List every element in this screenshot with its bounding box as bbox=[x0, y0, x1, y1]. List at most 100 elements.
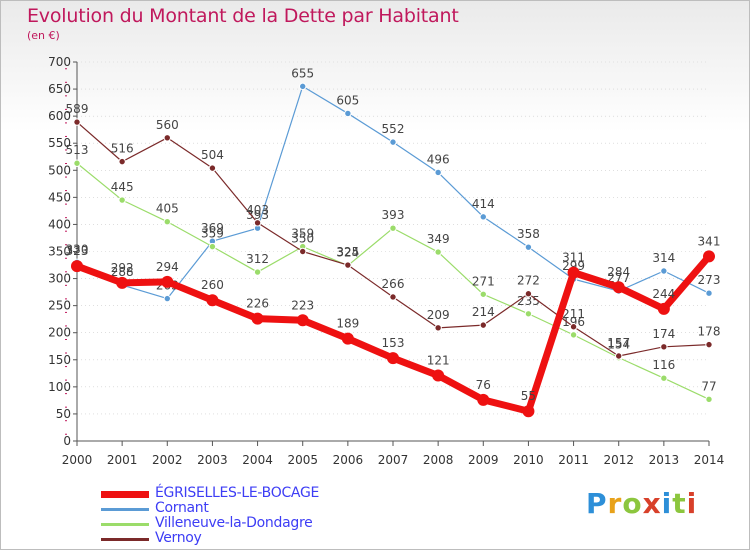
data-point-vernoy bbox=[615, 352, 623, 360]
data-label-villeneuve-la-dondagre: 405 bbox=[156, 202, 179, 216]
data-label-griselles-le-bocage: 153 bbox=[382, 336, 405, 350]
y-tick-label: 200 bbox=[48, 326, 71, 340]
legend-swatch-egriselles bbox=[101, 491, 149, 498]
data-point-griselles-le-bocage bbox=[522, 405, 535, 418]
data-label-villeneuve-la-dondagre: 513 bbox=[66, 143, 89, 157]
legend-label-cornant: Cornant bbox=[155, 500, 209, 516]
data-label-cornant: 496 bbox=[427, 152, 450, 166]
data-point-griselles-le-bocage bbox=[387, 352, 399, 365]
data-label-villeneuve-la-dondagre: 116 bbox=[652, 358, 675, 372]
x-tick-label: 2006 bbox=[333, 453, 364, 467]
x-tick-label: 2013 bbox=[649, 453, 680, 467]
data-point-vernoy bbox=[434, 324, 442, 332]
y-tick-label: 150 bbox=[48, 353, 71, 367]
y-tick-label: 700 bbox=[48, 55, 71, 69]
data-label-vernoy: 272 bbox=[517, 274, 540, 288]
y-tick-label: 100 bbox=[48, 380, 71, 394]
data-point-villeneuve-la-dondagre bbox=[73, 159, 81, 167]
data-point-vernoy bbox=[569, 323, 578, 331]
x-tick-label: 2011 bbox=[558, 453, 589, 467]
data-point-griselles-le-bocage bbox=[477, 393, 490, 406]
data-label-villeneuve-la-dondagre: 271 bbox=[472, 274, 495, 288]
y-tick-label: 650 bbox=[48, 82, 71, 96]
data-point-griselles-le-bocage bbox=[432, 369, 445, 382]
data-point-cornant bbox=[434, 168, 442, 177]
data-point-vernoy bbox=[389, 293, 397, 301]
series-line-vernoy bbox=[76, 121, 710, 357]
data-point-griselles-le-bocage bbox=[161, 275, 174, 288]
y-tick-label: 50 bbox=[56, 407, 71, 421]
data-point-vernoy bbox=[118, 157, 126, 166]
data-label-cornant: 314 bbox=[652, 251, 675, 265]
x-tick-label: 2002 bbox=[152, 453, 183, 467]
data-label-vernoy: 325 bbox=[336, 245, 359, 259]
data-label-cornant: 277 bbox=[607, 271, 630, 285]
y-tick-label: 500 bbox=[48, 163, 71, 177]
x-tick-label: 2012 bbox=[603, 453, 634, 467]
data-point-vernoy bbox=[705, 340, 713, 349]
data-label-cornant: 330 bbox=[66, 242, 89, 256]
data-label-vernoy: 403 bbox=[246, 203, 269, 217]
data-point-griselles-le-bocage bbox=[612, 281, 625, 294]
y-tick-label: 300 bbox=[48, 272, 71, 286]
data-point-vernoy bbox=[479, 321, 487, 329]
data-label-vernoy: 516 bbox=[111, 142, 134, 156]
data-label-cornant: 273 bbox=[698, 273, 721, 287]
data-point-cornant bbox=[344, 109, 352, 118]
data-point-griselles-le-bocage bbox=[567, 266, 580, 279]
data-point-cornant bbox=[479, 213, 487, 221]
x-tick-label: 2003 bbox=[197, 453, 228, 467]
data-label-griselles-le-bocage: 341 bbox=[698, 234, 721, 248]
data-point-griselles-le-bocage bbox=[341, 332, 354, 345]
data-label-vernoy: 174 bbox=[652, 327, 675, 341]
x-tick-label: 2008 bbox=[423, 453, 454, 467]
y-tick-label: 450 bbox=[48, 190, 71, 204]
x-tick-label: 2007 bbox=[378, 453, 409, 467]
data-point-cornant bbox=[299, 82, 307, 91]
legend-label-egriselles: ÉGRISELLES-LE-BOCAGE bbox=[155, 485, 320, 501]
chart-title: Evolution du Montant de la Dette par Hab… bbox=[27, 5, 459, 27]
data-point-vernoy bbox=[299, 247, 307, 256]
data-point-cornant bbox=[389, 138, 397, 146]
data-label-griselles-le-bocage: 121 bbox=[427, 353, 450, 367]
data-label-vernoy: 589 bbox=[66, 102, 89, 116]
x-tick-label: 2010 bbox=[513, 453, 544, 467]
data-label-cornant: 605 bbox=[336, 93, 359, 107]
legend-label-villeneuve: Villeneuve-la-Dondagre bbox=[155, 515, 313, 531]
legend-swatch-villeneuve bbox=[101, 523, 149, 526]
legend-label-vernoy: Vernoy bbox=[155, 530, 202, 546]
data-label-griselles-le-bocage: 244 bbox=[652, 287, 675, 301]
data-label-griselles-le-bocage: 284 bbox=[607, 265, 630, 279]
data-point-villeneuve-la-dondagre bbox=[660, 374, 668, 382]
data-point-cornant bbox=[524, 243, 533, 251]
data-point-vernoy bbox=[524, 290, 533, 298]
x-tick-label: 2009 bbox=[468, 453, 499, 467]
data-point-villeneuve-la-dondagre bbox=[163, 218, 171, 226]
data-point-cornant bbox=[705, 289, 713, 297]
data-label-vernoy: 504 bbox=[201, 148, 224, 162]
y-tick-label: 250 bbox=[48, 299, 71, 313]
data-point-villeneuve-la-dondagre bbox=[524, 310, 533, 318]
data-point-griselles-le-bocage bbox=[296, 314, 309, 327]
data-point-villeneuve-la-dondagre bbox=[434, 248, 442, 256]
data-label-villeneuve-la-dondagre: 154 bbox=[607, 338, 630, 352]
x-tick-label: 2014 bbox=[694, 453, 725, 467]
data-label-vernoy: 560 bbox=[156, 118, 179, 132]
data-point-griselles-le-bocage bbox=[657, 302, 670, 315]
data-label-cornant: 393 bbox=[246, 208, 269, 222]
data-point-cornant bbox=[163, 294, 171, 303]
chart-unit: (en €) bbox=[27, 29, 60, 42]
data-label-villeneuve-la-dondagre: 196 bbox=[562, 315, 585, 329]
proxiti-logo: Proxiti bbox=[586, 487, 698, 520]
data-label-cornant: 552 bbox=[382, 122, 405, 136]
y-tick-label: 400 bbox=[48, 217, 71, 231]
data-label-villeneuve-la-dondagre: 77 bbox=[701, 379, 716, 393]
data-label-griselles-le-bocage: 223 bbox=[291, 298, 314, 312]
data-point-griselles-le-bocage bbox=[206, 294, 219, 307]
data-label-griselles-le-bocage: 292 bbox=[111, 261, 134, 275]
data-label-villeneuve-la-dondagre: 393 bbox=[382, 208, 405, 222]
data-label-cornant: 414 bbox=[472, 197, 495, 211]
data-point-villeneuve-la-dondagre bbox=[208, 242, 217, 251]
data-point-griselles-le-bocage bbox=[703, 250, 715, 263]
